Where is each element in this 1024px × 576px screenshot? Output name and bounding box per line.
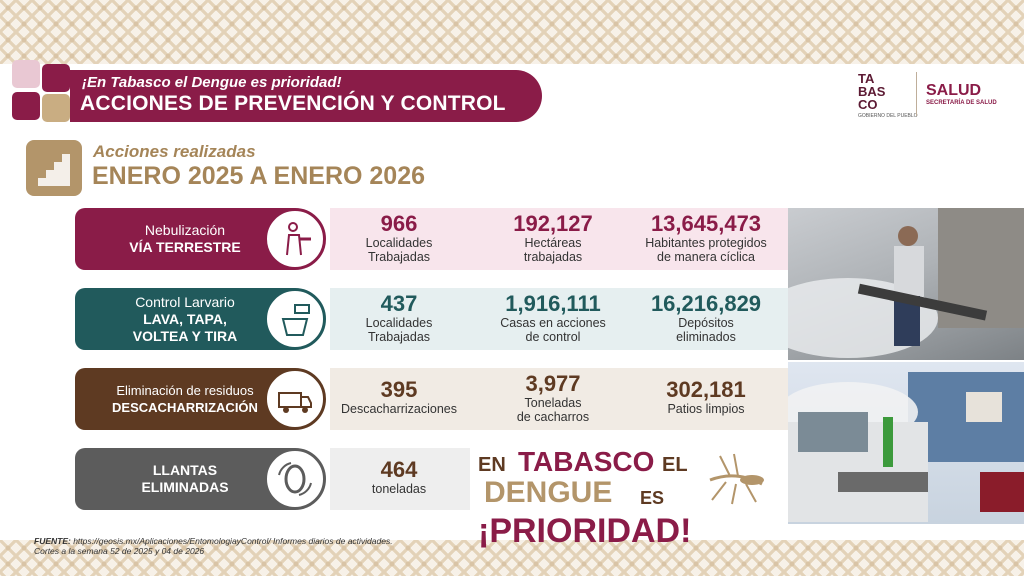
stat-llantas-toneladas: 464 toneladas <box>324 457 474 497</box>
mosquito-icon <box>709 453 764 505</box>
tabasco-logo: TA BAS CO GOBIERNO DEL PUEBLO <box>858 72 918 124</box>
tabasco-logo-caption: GOBIERNO DEL PUEBLO <box>858 113 918 119</box>
top-decorative-pattern <box>0 0 1024 64</box>
logo-divider <box>916 72 917 116</box>
header-subtitle: ¡En Tabasco el Dengue es prioridad! <box>82 74 342 91</box>
stat-desc-2: trabajadas <box>523 250 583 264</box>
salud-logo-title: SALUD <box>926 82 982 99</box>
tabasco-logo-line1: TA <box>858 71 875 86</box>
row-label-line2: LAVA, TAPA, <box>143 310 227 327</box>
stat-depositos: 16,216,829 Depósitos eliminados <box>628 291 784 345</box>
stat-value: 302,181 <box>666 377 746 402</box>
stat-value: 13,645,473 <box>650 211 762 236</box>
row-larvario-label: Control Larvario LAVA, TAPA, VOLTEA Y TI… <box>75 288 295 350</box>
row-nebulizacion-bg <box>330 208 788 270</box>
source-text: https://geosis.mx/Aplicaciones/Entomolog… <box>70 536 393 546</box>
row-label-line1: Eliminación de residuos <box>116 383 254 398</box>
photo-fumigator <box>788 208 1024 360</box>
stat-desc-1: Localidades <box>365 236 433 250</box>
row-label-line2: DESCACHARRIZACIÓN <box>112 400 258 415</box>
stat-localidades-2: 437 Localidades Trabajadas <box>324 291 474 345</box>
row-larvario-bg <box>330 288 788 350</box>
header-logo-squares <box>12 60 74 124</box>
logo-square-gold <box>42 94 70 122</box>
row-nebulizacion-label: Nebulización VÍA TERRESTRE <box>75 208 295 270</box>
stat-desc-2: eliminados <box>676 330 736 344</box>
stat-desc-2: Trabajadas <box>367 250 431 264</box>
salud-logo-subtitle: SECRETARÍA DE SALUD <box>926 100 997 106</box>
row-label-line1: Control Larvario <box>135 293 235 310</box>
slogan-en: EN <box>478 454 506 476</box>
logo-square-guinda-2 <box>12 92 40 120</box>
header-band <box>70 70 542 122</box>
row-llantas-bg <box>330 448 470 510</box>
tabasco-logo-line3: CO <box>858 97 878 112</box>
stat-desc-2: de cacharros <box>516 410 590 424</box>
slogan-tabasco: TABASCO <box>518 446 655 477</box>
stat-desc-1: Hectáreas <box>524 236 582 250</box>
stat-value: 1,916,111 <box>505 291 601 316</box>
stat-desc-1: Toneladas <box>524 396 582 410</box>
stat-desc-1: Habitantes protegidos <box>645 236 767 250</box>
row-label-line1: Nebulización <box>144 222 226 238</box>
stat-toneladas-cacharros: 3,977 Toneladas de cacharros <box>478 371 628 425</box>
photo-truck <box>788 362 1024 524</box>
stat-value: 3,977 <box>525 371 581 396</box>
stat-desc-1: Localidades <box>365 316 433 330</box>
slogan-dengue: DENGUE <box>484 476 613 509</box>
stat-value: 192,127 <box>513 211 593 236</box>
source-note: FUENTE: https://geosis.mx/Aplicaciones/E… <box>34 536 393 556</box>
stat-desc-2: de manera cíclica <box>657 250 755 264</box>
stat-value: 437 <box>380 291 418 316</box>
row-label-line2: VÍA TERRESTRE <box>129 239 241 255</box>
stat-value: 966 <box>380 211 418 236</box>
section-title: ENERO 2025 A ENERO 2026 <box>92 162 426 190</box>
row-llantas-label: LLANTAS ELIMINADAS <box>75 448 295 510</box>
stat-value: 395 <box>380 377 418 402</box>
stat-localidades-1: 966 Localidades Trabajadas <box>324 211 474 265</box>
slogan-el: EL <box>662 454 688 476</box>
slogan-prioridad: ¡PRIORIDAD! <box>478 512 692 550</box>
stat-value: 464 <box>380 457 418 482</box>
stat-desc-2: de control <box>525 330 581 344</box>
stat-value: 16,216,829 <box>650 291 762 316</box>
logo-square-guinda <box>42 64 70 92</box>
tire-recycle-icon <box>264 448 326 510</box>
row-descacharrizacion-bg <box>330 368 788 430</box>
stat-patios: 302,181 Patios limpios <box>628 377 784 417</box>
slogan-es: ES <box>640 488 665 508</box>
logo-square-pink <box>12 60 40 88</box>
section-subtitle: Acciones realizadas <box>93 142 256 161</box>
stat-desc-1: Casas en acciones <box>500 316 606 330</box>
fumigator-person-icon <box>264 208 326 270</box>
stat-desc-2: Trabajadas <box>367 330 431 344</box>
row-label-line2: ELIMINADAS <box>141 479 229 495</box>
stat-desc-1: Depósitos <box>678 316 734 330</box>
stat-casas: 1,916,111 Casas en acciones de control <box>478 291 628 345</box>
stat-desc-1: toneladas <box>371 482 427 496</box>
header-title: ACCIONES DE PREVENCIÓN Y CONTROL <box>80 92 506 115</box>
row-label-line3: VOLTEA Y TIRA <box>132 327 238 344</box>
stat-desc-1: Patios limpios <box>667 402 745 416</box>
stat-descacharrizaciones: 395 Descacharrizaciones <box>324 377 474 417</box>
bottom-decorative-pattern <box>0 540 1024 576</box>
stat-desc-1: Descacharrizaciones <box>340 402 458 416</box>
row-descacharrizacion-label: Eliminación de residuos DESCACHARRIZACIÓ… <box>75 368 295 430</box>
row-label-line1: LLANTAS <box>152 462 218 478</box>
source-line2: Cortes a la semana 52 de 2025 y 04 de 20… <box>34 546 205 556</box>
stairs-pyramid-icon <box>26 140 82 196</box>
tabasco-logo-line2: BAS <box>858 84 886 99</box>
stat-habitantes: 13,645,473 Habitantes protegidos de mane… <box>628 211 784 265</box>
bucket-container-icon <box>264 288 326 350</box>
stat-hectareas: 192,127 Hectáreas trabajadas <box>478 211 628 265</box>
source-label: FUENTE: <box>34 536 71 546</box>
truck-icon <box>264 368 326 430</box>
